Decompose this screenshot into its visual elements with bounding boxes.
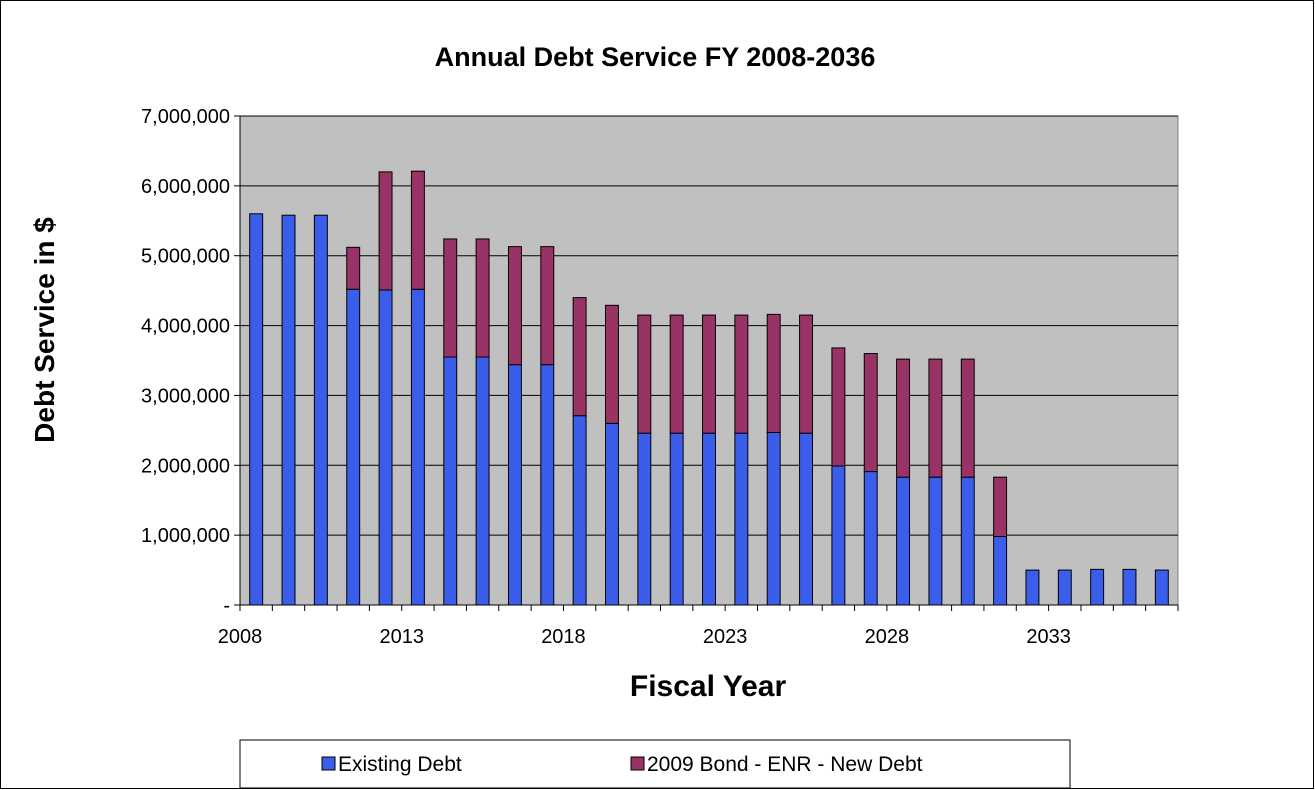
y-tick-label: 5,000,000 [141, 246, 230, 268]
bar-existing-debt [1025, 569, 1040, 606]
x-axis-title: Fiscal Year [630, 670, 787, 703]
bar-existing-debt [605, 422, 619, 606]
chart-title: Annual Debt Service FY 2008-2036 [435, 42, 876, 72]
y-axis-title: Debt Service in $ [29, 217, 60, 443]
x-tick-label: 2028 [865, 626, 910, 648]
legend-swatch-existing-debt [321, 756, 336, 771]
legend-label-existing-debt: Existing Debt [338, 753, 462, 776]
y-tick-label: 4,000,000 [141, 316, 230, 338]
bar-existing-debt [346, 288, 361, 606]
bar-existing-debt [896, 476, 911, 606]
bar-existing-debt [249, 213, 264, 606]
bar-2009-bond [734, 314, 749, 434]
bar-2009-bond [507, 246, 522, 366]
y-tick-label: 6,000,000 [141, 176, 230, 198]
bar-existing-debt [766, 431, 781, 606]
y-tick-label: 1,000,000 [141, 525, 230, 547]
bar-existing-debt [863, 471, 878, 606]
bar-2009-bond [993, 476, 1008, 538]
bar-2009-bond [637, 314, 652, 434]
y-tick-label: 7,000,000 [141, 106, 230, 128]
bar-2009-bond [378, 171, 393, 291]
bar-existing-debt [669, 432, 684, 606]
bar-existing-debt [1057, 569, 1072, 606]
bar-2009-bond [896, 358, 911, 478]
bar-2009-bond [960, 358, 975, 478]
bar-existing-debt [928, 476, 943, 606]
legend-swatch-2009-bond [630, 756, 645, 771]
bar-2009-bond [799, 314, 814, 434]
bar-existing-debt [572, 415, 587, 606]
bar-existing-debt [443, 356, 458, 606]
bar-existing-debt [410, 288, 425, 606]
bar-2009-bond [605, 304, 619, 424]
bar-existing-debt [702, 432, 716, 606]
bar-existing-debt [637, 432, 652, 606]
legend: Existing Debt 2009 Bond - ENR - New Debt [239, 739, 1071, 789]
bar-existing-debt [1122, 568, 1137, 606]
bar-existing-debt [799, 432, 814, 606]
y-tick-label: - [223, 595, 230, 617]
bar-existing-debt [507, 364, 522, 606]
bar-existing-debt [960, 476, 975, 606]
x-tick-label: 2013 [379, 626, 424, 648]
bar-2009-bond [475, 238, 490, 358]
bar-2009-bond [831, 347, 846, 467]
bar-2009-bond [346, 246, 361, 290]
x-tick-label: 2023 [703, 626, 748, 648]
legend-box [239, 739, 1071, 789]
bar-existing-debt [475, 356, 490, 606]
bar-existing-debt [734, 432, 749, 606]
bar-2009-bond [443, 238, 458, 358]
y-tick-label: 2,000,000 [141, 455, 230, 477]
bar-existing-debt [993, 536, 1008, 606]
bar-2009-bond [410, 170, 425, 290]
y-tick-label: 3,000,000 [141, 385, 230, 407]
bar-existing-debt [540, 364, 555, 606]
y-axis: - 1,000,000 2,000,000 3,000,000 4,000,000 5,0… [141, 106, 241, 617]
bar-existing-debt [1154, 569, 1169, 606]
x-axis: 2008 2013 2018 2023 2028 2033 [218, 604, 1179, 648]
bar-existing-debt [281, 214, 296, 606]
bar-existing-debt [313, 214, 328, 606]
bar-2009-bond [863, 353, 878, 473]
bar-2009-bond [669, 314, 684, 434]
x-tick-label: 2008 [218, 626, 263, 648]
legend-label-2009-bond: 2009 Bond - ENR - New Debt [647, 753, 923, 776]
x-tick-label: 2033 [1026, 626, 1071, 648]
bar-2009-bond [928, 358, 943, 478]
x-tick-label: 2018 [541, 626, 586, 648]
bars [249, 170, 1169, 606]
bar-2009-bond [540, 246, 555, 366]
bar-existing-debt [1090, 568, 1105, 606]
bar-2009-bond [702, 314, 716, 434]
bar-existing-debt [378, 289, 393, 606]
bar-2009-bond [766, 313, 781, 433]
bar-2009-bond [572, 297, 587, 417]
bar-existing-debt [831, 465, 846, 606]
